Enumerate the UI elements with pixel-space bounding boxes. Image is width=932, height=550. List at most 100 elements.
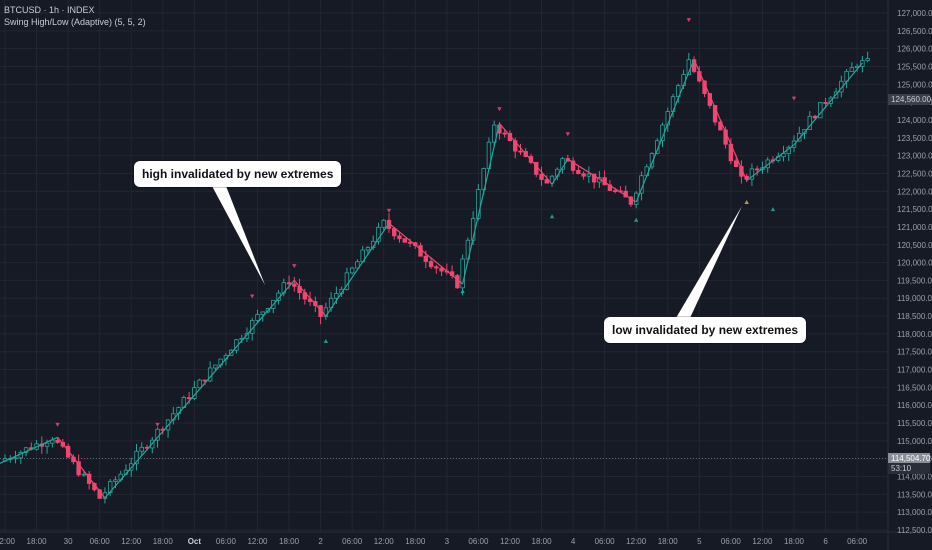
candle-body xyxy=(434,266,439,269)
x-tick-label: 2 xyxy=(318,537,323,546)
swing-high-marker xyxy=(686,18,691,23)
candle-body xyxy=(628,196,634,205)
x-tick-label: 06:00 xyxy=(847,537,868,546)
x-tick-label: 30 xyxy=(64,537,73,546)
y-tick-label: 112,500.00 xyxy=(897,526,932,535)
x-tick-label: 12:00 xyxy=(0,537,16,546)
y-tick-label: 121,500.00 xyxy=(897,205,932,214)
callout-high-pointer xyxy=(212,186,265,285)
indicator-line: Swing High/Low (Adaptive) (5, 5, 2) xyxy=(4,17,146,27)
candle-body xyxy=(334,293,339,299)
y-tick-label: 113,000.00 xyxy=(897,508,932,517)
callout-high-invalidated: high invalidated by new extremes xyxy=(134,161,342,187)
candle-body xyxy=(186,397,192,399)
swing-high-marker xyxy=(155,422,160,427)
zigzag-segment xyxy=(462,123,501,285)
candle-body xyxy=(513,140,518,152)
candle-body xyxy=(213,364,218,369)
y-tick-label: 126,500.00 xyxy=(897,27,932,36)
candle-body xyxy=(197,379,202,389)
candle-body xyxy=(244,332,250,339)
swing-low-marker xyxy=(634,217,639,222)
y-tick-label: 118,500.00 xyxy=(897,312,932,321)
countdown-tag: 53:10 xyxy=(888,463,930,474)
callout-low-invalidated: low invalidated by new extremes xyxy=(604,317,807,343)
x-tick-label: 12:00 xyxy=(500,537,521,546)
candle-body xyxy=(849,67,855,72)
candle-body xyxy=(355,261,360,269)
candle-body xyxy=(581,173,586,177)
candle-body xyxy=(260,311,265,316)
x-tick-label: Oct xyxy=(188,537,202,546)
x-tick-label: 18:00 xyxy=(658,537,679,546)
countdown-text: 53:10 xyxy=(891,464,912,473)
x-tick-label: 18:00 xyxy=(153,537,174,546)
y-tick-label: 120,000.00 xyxy=(897,259,932,268)
candle-body xyxy=(113,479,118,483)
zigzag-segment xyxy=(498,123,553,185)
y-tick-label: 117,000.00 xyxy=(897,366,932,375)
y-tick-label: 113,500.00 xyxy=(897,490,932,499)
candle-body xyxy=(749,168,755,180)
y-tick-label: 116,000.00 xyxy=(897,401,932,410)
candle-body xyxy=(423,255,428,262)
swing-high-marker xyxy=(292,264,297,269)
candle-body xyxy=(476,189,481,219)
candle-body xyxy=(349,267,355,274)
candle-body xyxy=(865,58,870,61)
zigzag-segment xyxy=(0,436,58,464)
candle-body xyxy=(44,442,50,447)
candle-body xyxy=(255,314,260,321)
y-tick-label: 116,500.00 xyxy=(897,383,932,392)
candle-body xyxy=(481,168,486,191)
last-price-tag: 114,504.70 xyxy=(888,453,930,464)
zigzag-segment xyxy=(104,280,295,499)
candle-body xyxy=(139,446,144,452)
candle-body xyxy=(381,219,386,228)
candle-body xyxy=(318,305,323,318)
x-tick-label: 06:00 xyxy=(342,537,363,546)
swing-low-marker xyxy=(460,289,465,294)
symbol-line: BTCUSD · 1h · INDEX xyxy=(4,5,95,15)
candle-body xyxy=(712,105,718,123)
x-tick-label: 18:00 xyxy=(405,537,426,546)
candle-body xyxy=(292,283,297,287)
y-tick-label: 123,500.00 xyxy=(897,134,932,143)
y-tick-label: 122,000.00 xyxy=(897,187,932,196)
candle-body xyxy=(428,261,434,268)
candle-body xyxy=(807,115,812,130)
y-tick-label: 125,500.00 xyxy=(897,62,932,71)
x-tick-label: 12:00 xyxy=(752,537,773,546)
x-tick-label: 06:00 xyxy=(595,537,616,546)
candle-body xyxy=(439,267,444,272)
swing-low-marker xyxy=(744,199,749,204)
candle-body xyxy=(323,307,329,318)
candle-body xyxy=(544,179,549,184)
swing-high-marker xyxy=(497,107,502,112)
x-tick-label: 06:00 xyxy=(90,537,111,546)
candle-body xyxy=(76,461,81,476)
zigzag-segment xyxy=(567,158,637,203)
candle-body xyxy=(612,190,618,192)
zigzag-segment xyxy=(793,62,863,146)
candle-body xyxy=(576,170,581,175)
swing-high-marker xyxy=(565,132,571,137)
swing-low-marker xyxy=(770,207,776,212)
candle-body xyxy=(23,447,29,453)
y-tick-label: 123,000.00 xyxy=(897,152,932,161)
callout-low-text: low invalidated by new extremes xyxy=(612,323,799,337)
x-tick-label: 12:00 xyxy=(626,537,647,546)
y-tick-label: 124,000.00 xyxy=(897,116,932,125)
candle-body xyxy=(134,450,139,465)
candle-body xyxy=(586,173,592,177)
x-tick-label: 12:00 xyxy=(121,537,142,546)
x-tick-label: 3 xyxy=(445,537,450,546)
candle-body xyxy=(376,226,381,242)
x-tick-label: 5 xyxy=(697,537,702,546)
x-tick-label: 4 xyxy=(571,537,576,546)
chart-header: BTCUSD · 1h · INDEX Swing High/Low (Adap… xyxy=(4,4,146,28)
candle-body xyxy=(754,168,760,171)
swing-high-marker xyxy=(791,96,797,101)
zigzag-segment xyxy=(57,436,106,499)
